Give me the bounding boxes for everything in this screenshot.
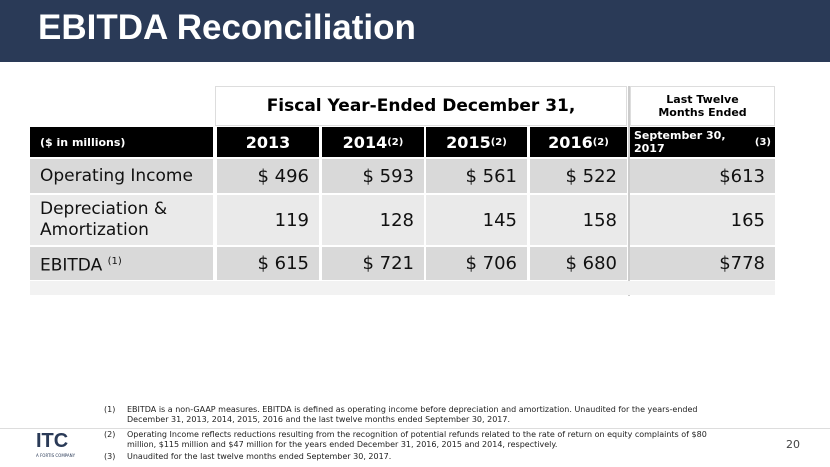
table-cell: 145	[426, 195, 527, 245]
footnote-number: (1)	[104, 405, 116, 414]
column-header-text: September 30, 2017	[634, 129, 726, 155]
table-cell: $ 615	[217, 247, 319, 280]
column-header-text: ($ in millions)	[40, 135, 126, 149]
table-cell: 165	[630, 195, 775, 245]
footnote-text: EBITDA is a non-GAAP measures. EBITDA is…	[127, 405, 698, 424]
row-label-text: EBITDA	[40, 255, 103, 276]
column-header: September 30, 2017 (3)	[630, 127, 775, 157]
column-note: (2)	[387, 136, 404, 148]
table-cell: $778	[630, 247, 775, 280]
table-cell: $613	[630, 159, 775, 193]
logo-tagline: A FORTIS COMPANY	[36, 453, 76, 458]
column-header-text: 2014	[342, 132, 388, 152]
column-header-text: 2013	[245, 132, 291, 152]
table-cell: $ 706	[426, 247, 527, 280]
table-cell: $ 561	[426, 159, 527, 193]
row-label-wrap: Depreciation & Amortization	[40, 199, 203, 241]
table-cell: $ 721	[322, 247, 424, 280]
spacer-row	[30, 281, 775, 295]
slide-title: EBITDA Reconciliation	[38, 8, 416, 47]
table-cell: $ 522	[530, 159, 627, 193]
column-note: (3)	[754, 136, 771, 148]
footnote-text: Unaudited for the last twelve months end…	[127, 452, 392, 461]
row-label-wrap: EBITDA (1)	[40, 251, 122, 277]
table-cell: $ 680	[530, 247, 627, 280]
column-note: (2)	[592, 136, 609, 148]
column-header: 2013	[217, 127, 319, 157]
row-label-text: Depreciation & Amortization	[40, 199, 168, 240]
column-header: 2016 (2)	[530, 127, 627, 157]
row-label: EBITDA (1)	[30, 247, 213, 280]
column-note: (2)	[490, 136, 507, 148]
ltm-header: Last Twelve Months Ended	[630, 86, 775, 126]
column-header: 2015 (2)	[426, 127, 527, 157]
table-cell: $ 593	[322, 159, 424, 193]
table-cell: $ 496	[217, 159, 319, 193]
column-header-text: 2016	[548, 132, 593, 152]
column-header: 2014 (2)	[322, 127, 424, 157]
row-note: (1)	[107, 255, 122, 267]
divider	[628, 86, 630, 296]
row-label-text: Operating Income	[40, 165, 193, 186]
column-header: ($ in millions)	[30, 127, 213, 157]
footnote-number: (2)	[104, 430, 116, 439]
column-header-text: 2015	[446, 132, 491, 152]
row-label: Depreciation & Amortization	[30, 195, 213, 245]
header-bar	[0, 0, 830, 62]
table-cell: 128	[322, 195, 424, 245]
footnote-text: Operating Income reflects reductions res…	[127, 430, 707, 449]
table-cell: 119	[217, 195, 319, 245]
footer-line	[0, 428, 830, 429]
page-number: 20	[786, 438, 800, 451]
table-cell: 158	[530, 195, 627, 245]
row-label-wrap: Operating Income	[40, 166, 193, 187]
logo: ITC	[36, 430, 69, 452]
footnote-number: (3)	[104, 452, 116, 461]
group-header: Fiscal Year-Ended December 31,	[215, 86, 627, 126]
row-label: Operating Income	[30, 159, 213, 193]
